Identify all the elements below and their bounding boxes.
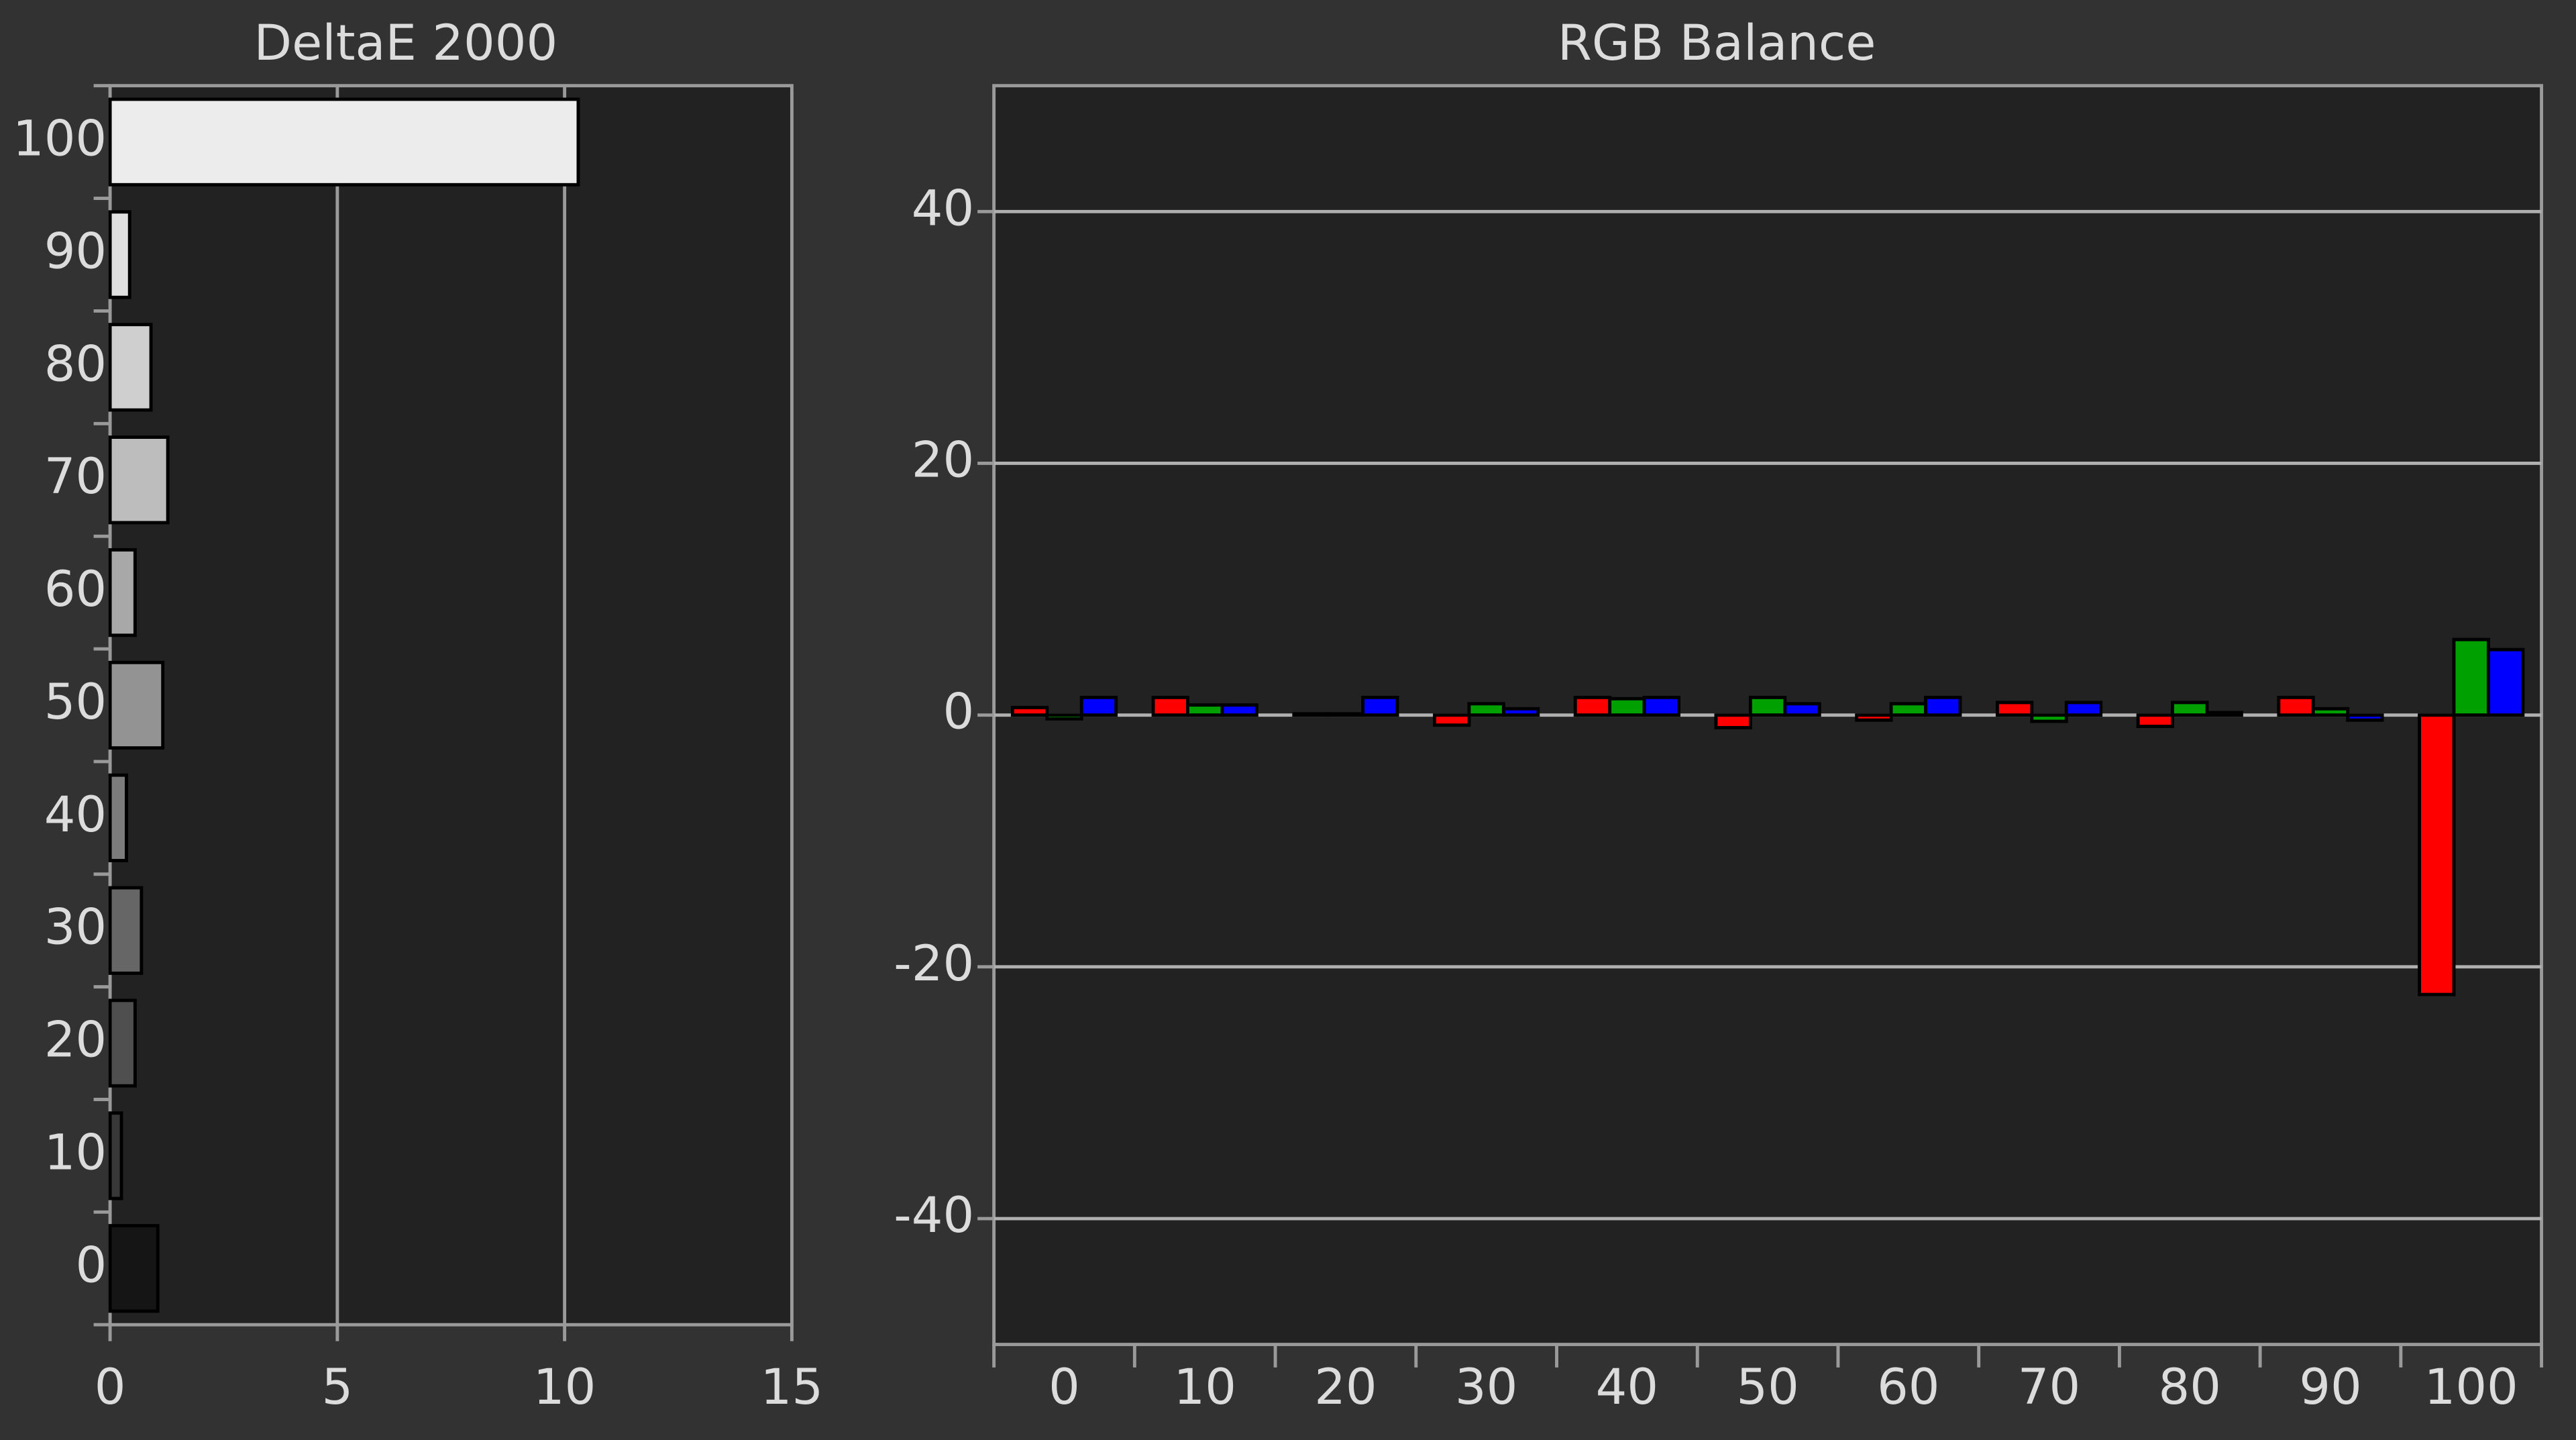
x-tick-label: 10 <box>1173 1359 1236 1416</box>
bar <box>108 435 170 525</box>
x-tick-label: 100 <box>2424 1359 2518 1416</box>
bar <box>1151 695 1189 717</box>
x-tick-label: 80 <box>2159 1359 2221 1416</box>
plot-area <box>108 84 794 1327</box>
bar <box>1361 695 1399 717</box>
bar <box>108 210 131 299</box>
y-tick-label: 20 <box>912 431 974 488</box>
y-tick-label: 80 <box>44 336 107 393</box>
x-tick-label: 30 <box>1455 1359 1517 1416</box>
y-tick-label: 60 <box>44 561 107 618</box>
bar <box>2418 713 2456 996</box>
bar <box>1292 712 1330 717</box>
bar <box>1855 713 1893 722</box>
bar <box>1642 695 1680 717</box>
bar <box>108 97 580 187</box>
bar <box>2346 713 2384 722</box>
y-tick-label: 20 <box>44 1012 107 1069</box>
y-tick-label: 30 <box>44 899 107 956</box>
bar <box>1045 713 1083 721</box>
bar <box>1783 702 1821 717</box>
y-tick-label: 100 <box>13 111 107 168</box>
y-tick-label: 70 <box>44 448 107 505</box>
bar <box>1995 701 2034 717</box>
x-tick-label: 15 <box>761 1359 823 1416</box>
bar <box>2030 713 2068 723</box>
bar <box>108 548 137 637</box>
x-tick-label: 90 <box>2299 1359 2361 1416</box>
bar <box>2171 701 2209 717</box>
y-tick-label: -40 <box>894 1187 974 1244</box>
y-tick-label: -20 <box>894 935 974 992</box>
bar <box>2277 695 2315 717</box>
bar <box>1326 712 1365 717</box>
bar <box>1573 695 1612 717</box>
bar <box>108 1111 123 1200</box>
bar <box>108 998 137 1088</box>
bar <box>1467 702 1505 717</box>
bar <box>1079 695 1118 717</box>
bar <box>108 1224 160 1313</box>
x-tick-label: 60 <box>1877 1359 1939 1416</box>
bar <box>1889 702 1927 717</box>
y-tick-label: 40 <box>912 180 974 237</box>
bar <box>1501 707 1540 717</box>
bar <box>2452 637 2490 717</box>
x-tick-label: 50 <box>1736 1359 1799 1416</box>
bar <box>1748 695 1787 717</box>
x-tick-label: 40 <box>1596 1359 1658 1416</box>
y-tick-label: 50 <box>44 674 107 731</box>
bar <box>108 660 165 750</box>
bar <box>2486 648 2525 717</box>
bar <box>1924 695 1962 717</box>
bar <box>1010 705 1049 717</box>
x-tick-label: 10 <box>533 1359 596 1416</box>
bar <box>2311 707 2350 717</box>
x-tick-label: 0 <box>95 1359 126 1416</box>
y-tick-label: 0 <box>943 684 975 741</box>
y-tick-label: 0 <box>75 1237 107 1294</box>
bar <box>1433 713 1471 727</box>
bar <box>1186 703 1224 717</box>
bar <box>108 773 128 862</box>
bar <box>1220 703 1258 717</box>
bar <box>1714 713 1752 729</box>
bar <box>108 323 153 412</box>
bar <box>1608 697 1646 717</box>
x-tick-label: 20 <box>1314 1359 1377 1416</box>
x-tick-label: 0 <box>1049 1359 1080 1416</box>
bar <box>2064 701 2103 717</box>
y-tick-label: 10 <box>44 1124 107 1181</box>
x-tick-label: 5 <box>321 1359 353 1416</box>
bar <box>2136 713 2175 728</box>
chart-title: RGB Balance <box>1558 15 1876 72</box>
bar <box>108 886 144 975</box>
bar <box>2205 711 2243 717</box>
chart-title: DeltaE 2000 <box>254 15 558 72</box>
y-tick-label: 90 <box>44 223 107 280</box>
x-tick-label: 70 <box>2018 1359 2080 1416</box>
y-tick-label: 40 <box>44 786 107 843</box>
